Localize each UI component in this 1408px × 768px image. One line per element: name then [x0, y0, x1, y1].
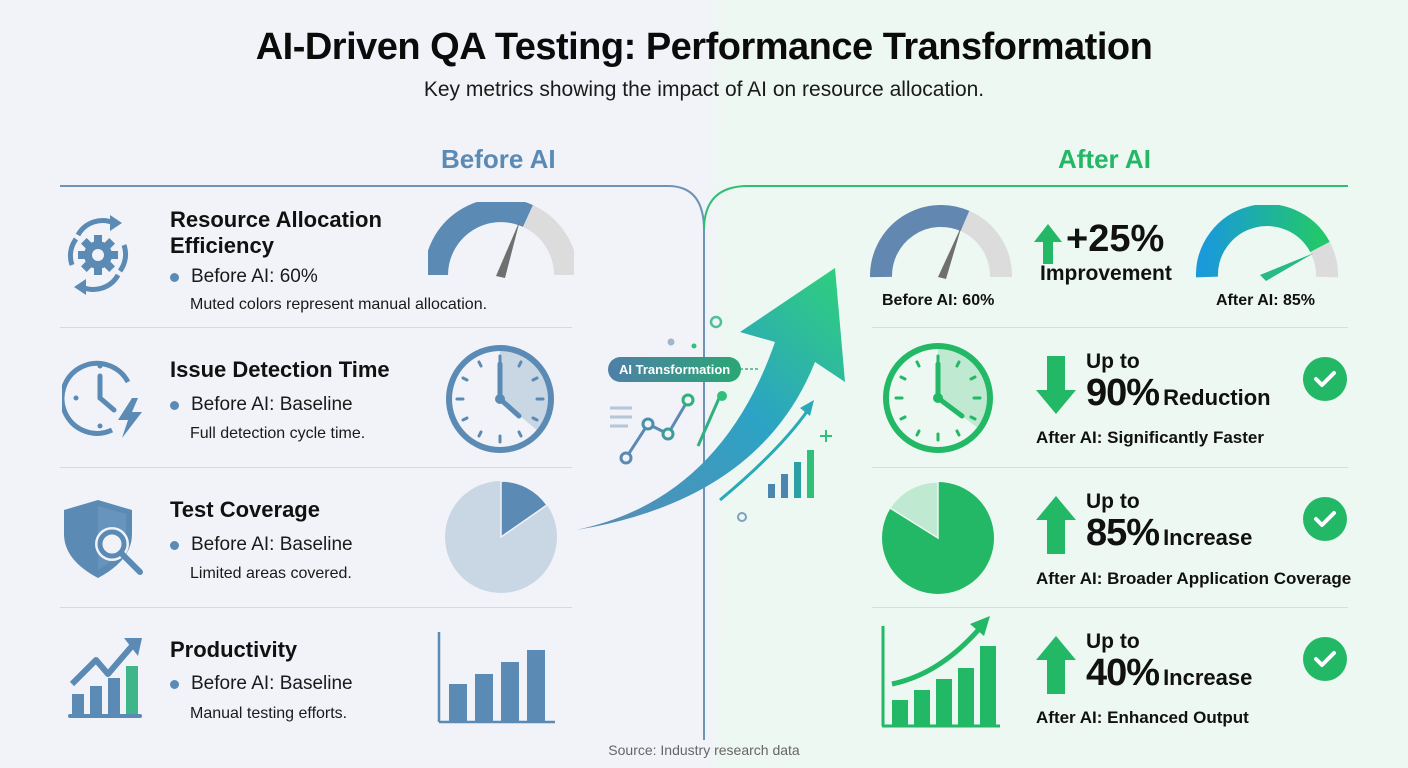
- after-note-detection: After AI: Significantly Faster: [1036, 428, 1264, 447]
- gauge-label-before: Before AI: 60%: [882, 292, 995, 309]
- improvement-delta: +25%: [1066, 218, 1165, 260]
- bullet-dot: [170, 540, 179, 550]
- divider: [60, 467, 572, 468]
- row-title-resource-allocation: Resource Allocation Efficiency: [170, 207, 382, 258]
- page-title: AI-Driven QA Testing: Performance Transf…: [255, 26, 1153, 68]
- shield-search-icon: [64, 500, 143, 578]
- divider: [872, 467, 1348, 468]
- gauge-label-after: After AI: 85%: [1216, 292, 1315, 309]
- bullet-dot: [170, 272, 179, 282]
- row-title-productivity: Productivity: [170, 637, 298, 662]
- divider: [872, 607, 1348, 608]
- before-value-detection: Before AI: Baseline: [170, 394, 353, 416]
- before-value-coverage: Before AI: Baseline: [170, 534, 353, 556]
- check-circle-icon: [1303, 637, 1347, 681]
- arrow-up-icon: [1034, 224, 1062, 264]
- before-gauge-60: [428, 202, 574, 278]
- note-productivity: Manual testing efforts.: [190, 705, 348, 722]
- before-pie-visual: [445, 480, 557, 593]
- arrow-up-icon: [1036, 496, 1076, 554]
- after-clock-visual: [883, 343, 993, 453]
- growth-chart-icon: [68, 638, 142, 718]
- detection-stat: Up to 90% Reduction: [1086, 350, 1271, 414]
- before-value-productivity: Before AI: Baseline: [170, 673, 353, 695]
- productivity-stat: Up to 40% Increase: [1086, 630, 1253, 694]
- after-note-coverage: After AI: Broader Application Coverage: [1036, 569, 1352, 588]
- transformation-arrow-graphic: [576, 268, 845, 530]
- note-coverage: Limited areas covered.: [190, 565, 352, 582]
- divider: [60, 327, 572, 328]
- row-title-issue-detection: Issue Detection Time: [170, 357, 390, 382]
- coverage-stat: Up to 85% Increase: [1086, 490, 1253, 554]
- after-gauge-85: [1196, 205, 1338, 281]
- divider: [872, 327, 1348, 328]
- before-bar-chart-visual: [437, 632, 555, 724]
- after-bar-chart-visual: [881, 616, 1000, 728]
- arrow-down-icon: [1036, 356, 1076, 414]
- bullet-dot: [170, 679, 179, 689]
- row-title-test-coverage: Test Coverage: [170, 497, 320, 522]
- bullet-dot: [170, 400, 179, 410]
- source-caption: Source: Industry research data: [608, 742, 800, 758]
- after-section-before-gauge: [870, 205, 1012, 279]
- page-subtitle: Key metrics showing the impact of AI on …: [423, 78, 985, 101]
- divider: [60, 607, 572, 608]
- before-value-resource: Before AI: 60%: [170, 266, 318, 288]
- after-pie-visual: [882, 481, 994, 594]
- gear-cycle-icon: [67, 215, 129, 295]
- arrow-up-icon: [1036, 636, 1076, 694]
- after-note-productivity: After AI: Enhanced Output: [1036, 708, 1249, 727]
- improvement-label: Improvement: [1040, 262, 1172, 285]
- ai-transformation-pill: AI Transformation: [608, 357, 742, 382]
- note-detection: Full detection cycle time.: [190, 425, 366, 442]
- check-circle-icon: [1303, 497, 1347, 541]
- check-circle-icon: [1303, 357, 1347, 401]
- clock-lightning-icon: [62, 360, 142, 438]
- before-ai-heading: Before AI: [441, 144, 556, 174]
- before-clock-visual: [446, 345, 554, 453]
- after-ai-heading: After AI: [1058, 144, 1151, 174]
- note-resource: Muted colors represent manual allocation…: [190, 296, 488, 313]
